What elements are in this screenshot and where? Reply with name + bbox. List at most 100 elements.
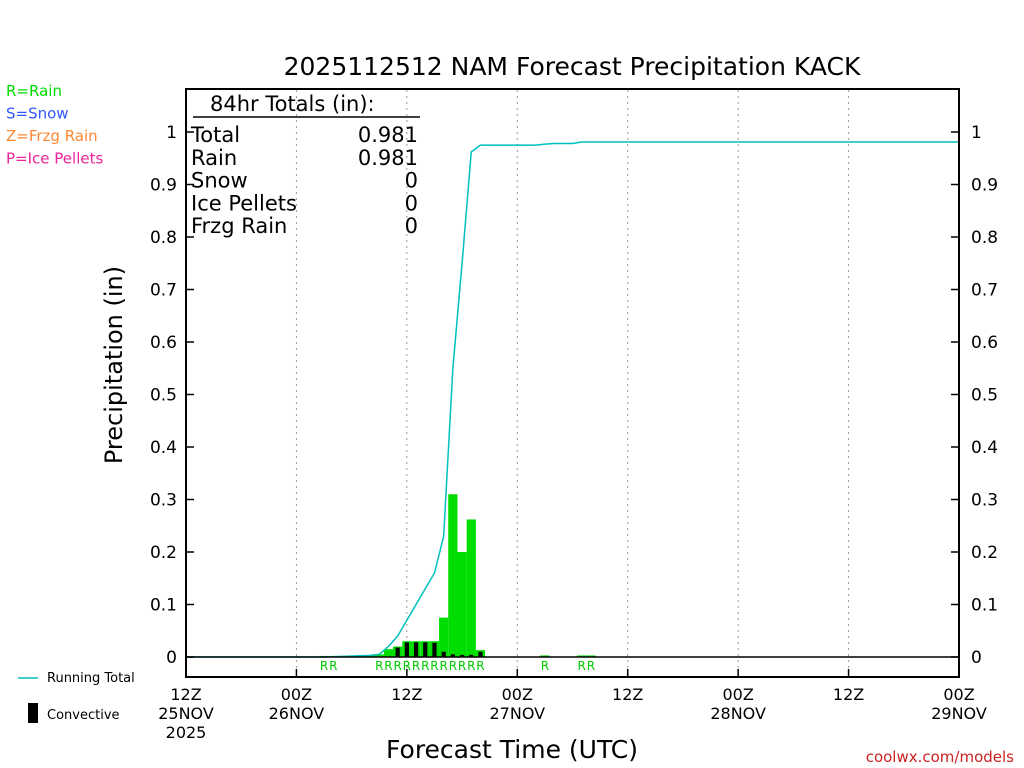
y-tick-label-left: 0.6 xyxy=(150,333,177,353)
x-tick-label: 00Z xyxy=(281,685,312,704)
y-tick-label-left: 0.7 xyxy=(150,281,177,301)
ptype-label: R xyxy=(384,659,392,673)
convective-bar xyxy=(441,651,446,657)
y-tick-label-right: 0.1 xyxy=(971,596,998,616)
y-tick-label-right: 0.2 xyxy=(971,543,998,563)
ptype-label: R xyxy=(393,659,401,673)
credit-text: coolwx.com/models xyxy=(866,748,1014,766)
y-axis-left: 0 0.1 0.2 0.3 0.4 0.5 0.6 0.7 0.8 0.9 1 xyxy=(150,123,194,668)
x-tick-label: 12Z xyxy=(833,685,864,704)
convective-bar xyxy=(478,651,483,657)
ptype-label: R xyxy=(578,659,586,673)
y-tick-label-left: 0.8 xyxy=(150,228,177,248)
rain-bar xyxy=(439,617,449,657)
y-tick-label-right: 0.9 xyxy=(971,176,998,196)
y-tick-label-right: 0.3 xyxy=(971,491,998,511)
ptype-label: R xyxy=(375,659,383,673)
y-tick-label-left: 0.9 xyxy=(150,176,177,196)
rain-bar xyxy=(457,552,467,657)
ptype-key-item: S=Snow xyxy=(6,105,69,123)
ptype-label: R xyxy=(458,659,466,673)
plot-frame xyxy=(185,88,960,678)
x-tick-date: 26NOV xyxy=(269,704,325,723)
y-tick-label-left: 0.5 xyxy=(150,386,177,406)
legend-convective-swatch xyxy=(28,703,38,723)
y-tick-label-right: 0.5 xyxy=(971,386,998,406)
grid-lines xyxy=(295,90,850,676)
rain-bar xyxy=(466,519,476,657)
totals-value: 0 xyxy=(405,191,418,215)
running-total-line xyxy=(186,141,959,658)
rain-bar xyxy=(365,655,375,657)
totals-value: 0.981 xyxy=(358,146,418,170)
ptype-label: R xyxy=(329,659,337,673)
rain-bar xyxy=(374,654,384,657)
y-tick-label-left: 0.2 xyxy=(150,543,177,563)
convective-bar xyxy=(395,647,400,657)
x-tick-label: 00Z xyxy=(502,685,533,704)
legend: Running Total Convective xyxy=(18,671,135,723)
totals-box: 84hr Totals (in): Total 0.981 Rain 0.981 Sno… xyxy=(190,92,420,238)
legend-convective-label: Convective xyxy=(47,708,120,723)
totals-label: Snow xyxy=(191,169,248,193)
y-tick-label-left: 0.4 xyxy=(150,438,177,458)
ptype-label: R xyxy=(476,659,484,673)
y-tick-label-left: 0.3 xyxy=(150,491,177,511)
ptype-key-item: P=Ice Pellets xyxy=(6,150,103,168)
ptype-label: R xyxy=(320,659,328,673)
convective-bar xyxy=(432,642,437,657)
totals-label: Ice Pellets xyxy=(191,191,297,215)
y-tick-label-left: 0 xyxy=(166,648,177,668)
y-tick-label-right: 0.4 xyxy=(971,438,998,458)
y-tick-label-right: 0 xyxy=(971,648,982,668)
convective-bar xyxy=(423,642,428,657)
rain-bar xyxy=(383,649,394,657)
x-tick-label: 00Z xyxy=(943,685,974,704)
precip-type-key: R=Rain S=Snow Z=Frzg Rain P=Ice Pellets xyxy=(6,82,103,168)
totals-header: 84hr Totals (in): xyxy=(210,92,375,116)
ptype-label: R xyxy=(467,659,475,673)
convective-bar xyxy=(469,654,474,657)
rain-bar xyxy=(586,655,596,657)
ptype-label: R xyxy=(541,659,549,673)
x-tick-label: 12Z xyxy=(170,685,201,704)
y-tick-label-right: 0.6 xyxy=(971,333,998,353)
totals-value: 0 xyxy=(405,169,418,193)
rain-bar xyxy=(448,494,458,657)
y-tick-label-right: 1 xyxy=(971,123,982,143)
y-tick-label-right: 0.8 xyxy=(971,228,998,248)
ptype-label: R xyxy=(587,659,595,673)
ptype-label: R xyxy=(449,659,457,673)
x-tick-date: 27NOV xyxy=(489,704,545,723)
x-tick-date: 25NOV xyxy=(158,704,214,723)
totals-value: 0 xyxy=(405,214,418,238)
rain-bar xyxy=(540,655,550,657)
x-tick-date: 29NOV xyxy=(931,704,987,723)
rain-bar xyxy=(577,655,587,657)
x-tick-label: 12Z xyxy=(391,685,422,704)
convective-bar xyxy=(460,654,465,657)
x-tick-year: 2025 xyxy=(166,723,207,742)
totals-label: Rain xyxy=(191,146,237,170)
totals-rows: Total 0.981 Rain 0.981 Snow 0 Ice Pellets 0 Frzg… xyxy=(190,123,418,238)
bars-group xyxy=(319,494,596,657)
x-tick-label: 00Z xyxy=(722,685,753,704)
x-axis-label: Forecast Time (UTC) xyxy=(386,735,638,764)
x-tick-label: 12Z xyxy=(612,685,643,704)
y-tick-label-left: 1 xyxy=(166,123,177,143)
totals-label: Total xyxy=(190,123,240,147)
ptype-label: R xyxy=(403,659,411,673)
convective-bar xyxy=(404,642,409,657)
y-tick-label-right: 0.7 xyxy=(971,281,998,301)
ptype-label: R xyxy=(439,659,447,673)
ptype-key-item: Z=Frzg Rain xyxy=(6,127,98,145)
convective-bar xyxy=(413,642,419,657)
totals-value: 0.981 xyxy=(358,123,418,147)
x-tick-date: 28NOV xyxy=(710,704,766,723)
running-total-group xyxy=(186,141,959,658)
legend-running-total-label: Running Total xyxy=(47,671,135,686)
y-axis-label: Precipitation (in) xyxy=(100,266,128,464)
